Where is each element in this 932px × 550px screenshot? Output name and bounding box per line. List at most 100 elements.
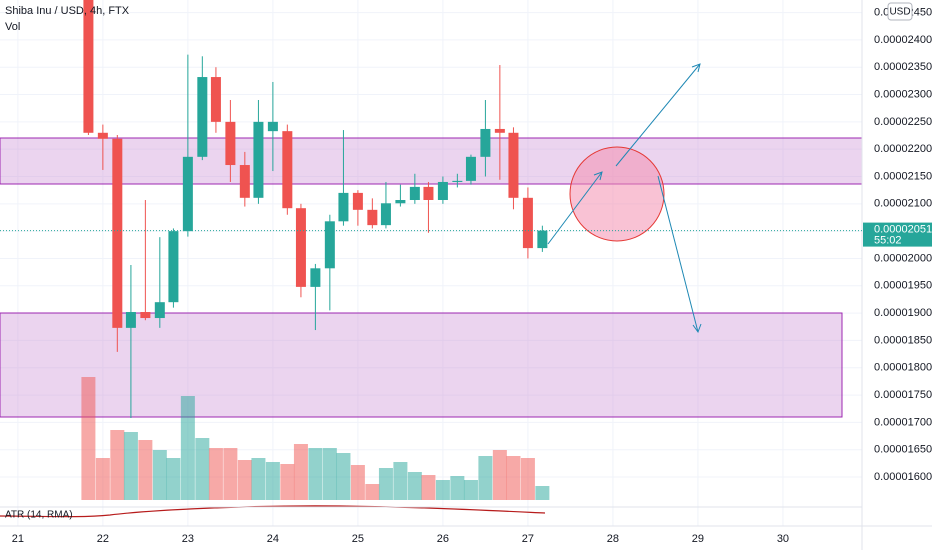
currency-badge xyxy=(887,2,913,21)
candle-body xyxy=(537,230,548,249)
candle-body xyxy=(154,302,165,319)
volume-bar xyxy=(506,456,521,500)
candle-body xyxy=(508,132,519,198)
volume-label: Vol xyxy=(5,21,20,33)
volume-bar xyxy=(123,432,138,500)
candle-body xyxy=(197,77,208,157)
volume-bar xyxy=(265,462,280,500)
volume-bar xyxy=(350,465,365,500)
volume-bar xyxy=(152,450,167,500)
arrow-line xyxy=(547,171,603,245)
candle-body xyxy=(253,121,264,198)
y-tick-label: 0.00002400 xyxy=(874,34,932,46)
volume-bar xyxy=(435,480,450,500)
volume-bar xyxy=(336,453,351,500)
volume-layer xyxy=(81,377,550,500)
x-tick-label: 23 xyxy=(182,533,194,545)
volume-bar xyxy=(365,484,380,500)
y-tick-label: 0.00001800 xyxy=(874,362,932,374)
volume-bar xyxy=(463,480,478,500)
highlight-circle xyxy=(569,146,665,242)
x-tick-label: 25 xyxy=(352,533,364,545)
arrow-head xyxy=(593,171,603,181)
candle-body xyxy=(140,312,151,319)
x-tick-label: 27 xyxy=(522,533,534,545)
volume-bar xyxy=(95,458,110,500)
candle-body xyxy=(352,192,363,210)
y-tick-label: 0.00002000 xyxy=(874,252,932,264)
candle-body xyxy=(282,131,293,209)
volume-bar xyxy=(478,456,493,500)
volume-bar xyxy=(166,458,181,500)
candle-body xyxy=(494,128,505,133)
support-zone xyxy=(0,312,843,418)
x-tick-label: 26 xyxy=(437,533,449,545)
candle-body xyxy=(310,268,321,287)
candle-body xyxy=(480,128,491,157)
volume-bar xyxy=(535,486,550,500)
chart-title: Shiba Inu / USD, 4h, FTX xyxy=(5,5,130,17)
volume-bar xyxy=(308,448,323,500)
candle-body xyxy=(380,203,391,226)
arrow-line xyxy=(657,175,699,333)
candle-body xyxy=(168,231,179,303)
y-tick-label: 0.00002350 xyxy=(874,61,932,73)
candle-body xyxy=(112,138,123,328)
candle-body xyxy=(182,156,193,232)
resistance-zone xyxy=(0,137,863,185)
candle-body xyxy=(225,121,236,166)
currency-label: USD xyxy=(889,7,910,18)
candle-body xyxy=(465,156,476,181)
candle-body xyxy=(210,77,221,122)
arrows xyxy=(547,63,702,334)
volume-bar xyxy=(180,396,195,500)
x-tick-label: 29 xyxy=(692,533,704,545)
x-tick-label: 24 xyxy=(267,533,279,545)
candle-body xyxy=(395,200,406,204)
candle-body xyxy=(338,192,349,222)
arrow-head xyxy=(692,323,702,334)
x-tick-label: 30 xyxy=(777,533,789,545)
volume-bar xyxy=(450,476,465,500)
y-tick-label: 0.00001700 xyxy=(874,416,932,428)
y-tick-label: 0.00002300 xyxy=(874,88,932,100)
candle-body xyxy=(409,186,420,200)
volume-bar xyxy=(322,448,337,500)
candle-body xyxy=(267,121,278,132)
volume-bar xyxy=(110,430,125,500)
candle-body xyxy=(437,181,448,200)
y-tick-label: 0.00001600 xyxy=(874,471,932,483)
arrow-head xyxy=(691,63,701,73)
y-tick-label: 0.00001900 xyxy=(874,307,932,319)
candle-body xyxy=(324,221,335,269)
y-tick-label: 0.00001650 xyxy=(874,444,932,456)
volume-bar xyxy=(407,472,422,500)
last-price-label: 0.00002051 xyxy=(874,224,932,236)
arrow-line xyxy=(615,63,701,167)
y-tick-label: 0.00001850 xyxy=(874,334,932,346)
volume-bar xyxy=(421,475,436,500)
volume-bar xyxy=(393,462,408,500)
volume-bar xyxy=(492,450,507,500)
y-tick-label: 0.00002150 xyxy=(874,170,932,182)
volume-bar xyxy=(81,377,96,500)
volume-bar xyxy=(237,460,252,500)
y-tick-label: 0.00002250 xyxy=(874,116,932,128)
volume-bar xyxy=(195,438,210,500)
grid xyxy=(0,0,862,526)
volume-bar xyxy=(251,458,266,500)
x-tick-label: 22 xyxy=(97,533,109,545)
last-price-badge xyxy=(863,222,932,247)
candle-body xyxy=(295,208,306,287)
y-tick-label: 0.00001750 xyxy=(874,389,932,401)
candle-layer xyxy=(83,0,548,419)
candle-body xyxy=(452,180,463,182)
x-tick-label: 28 xyxy=(607,533,619,545)
candle-body xyxy=(83,0,94,133)
candle-body xyxy=(239,165,250,198)
candle-body xyxy=(125,312,136,328)
countdown: 55:02 xyxy=(874,235,902,247)
volume-bar xyxy=(293,444,308,500)
